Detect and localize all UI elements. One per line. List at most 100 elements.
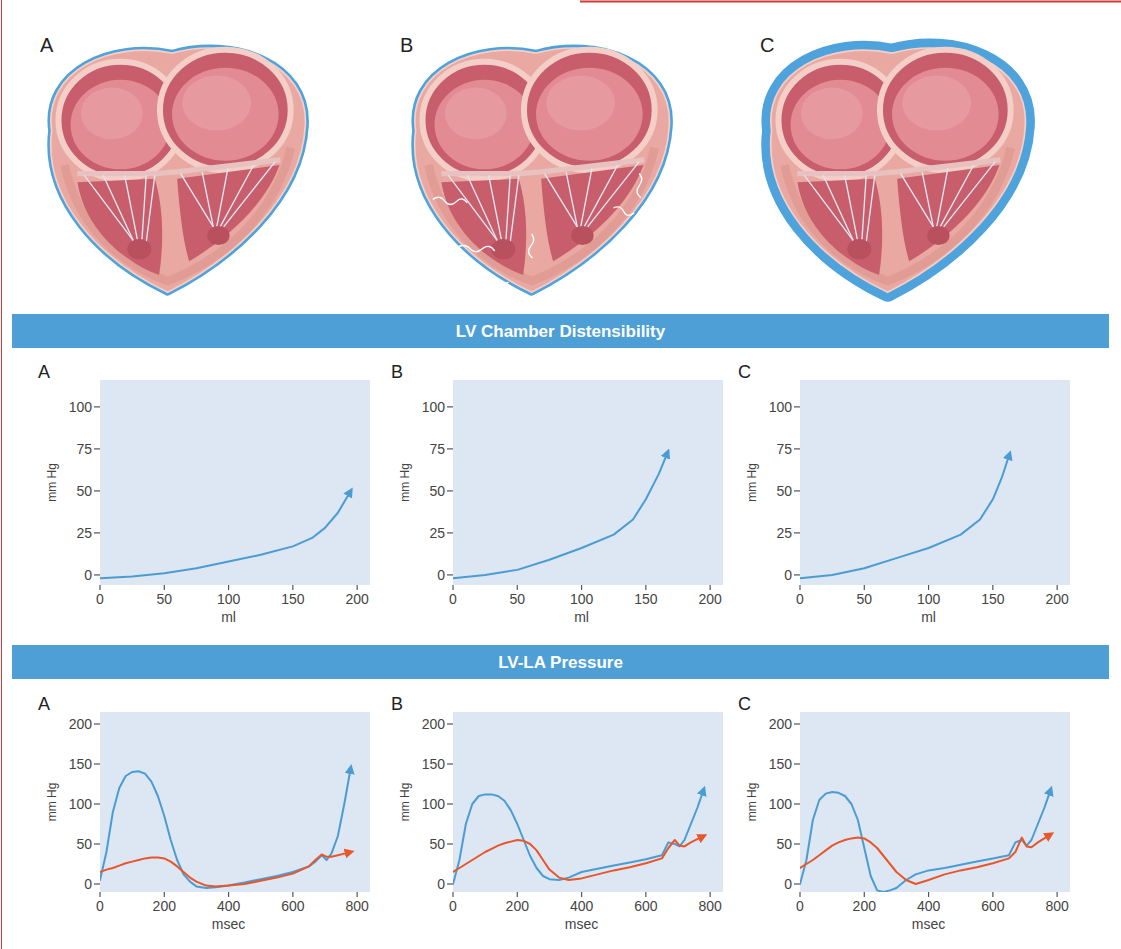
data-line	[453, 790, 704, 884]
x-tick-label: 800	[698, 898, 722, 914]
atrium-shine	[81, 88, 143, 140]
y-tick-label: 50	[776, 483, 792, 499]
x-tick	[357, 892, 358, 897]
x-tick-label: 200	[853, 898, 877, 914]
data-line	[100, 852, 351, 886]
plot-area	[100, 380, 370, 585]
x-tick-label: 800	[1045, 898, 1069, 914]
x-tick	[581, 892, 582, 897]
y-tick	[794, 843, 800, 844]
x-tick	[164, 892, 165, 897]
y-tick-label: 25	[776, 525, 792, 541]
illustration-label: B	[400, 34, 413, 56]
left-ventricle-cavity	[77, 179, 162, 275]
y-tick-label: 0	[437, 567, 445, 583]
y-tick	[447, 723, 453, 724]
x-tick-label: 600	[634, 898, 658, 914]
y-tick-label: 100	[422, 399, 446, 415]
y-tick	[94, 803, 100, 804]
y-tick	[794, 406, 800, 407]
myocardium	[415, 48, 670, 292]
x-tick	[864, 892, 865, 897]
y-tick	[794, 723, 800, 724]
right-ventricle-cavity	[897, 165, 999, 261]
fibrosis	[433, 197, 467, 204]
chorda	[823, 175, 853, 240]
x-tick	[517, 585, 518, 590]
section-header-bar	[12, 314, 1109, 348]
chorda	[146, 175, 155, 242]
x-tick-label: 0	[449, 898, 457, 914]
y-tick-label: 0	[437, 876, 445, 892]
y-tick	[94, 883, 100, 884]
y-tick-label: 0	[84, 876, 92, 892]
section-header: LV-LA Pressure	[498, 653, 623, 672]
chart-title: C	[738, 362, 751, 382]
atrium-shine	[902, 76, 971, 131]
y-tick-label: 75	[76, 441, 92, 457]
y-tick	[447, 490, 453, 491]
x-tick-label: 0	[96, 898, 104, 914]
y-tick	[94, 406, 100, 407]
chart-title: B	[391, 362, 403, 382]
right-ventricle-cavity	[541, 165, 643, 261]
atrium-inner	[536, 68, 643, 161]
chart: B0255075100050100150200mlmm Hg	[391, 362, 723, 625]
x-axis-title: ml	[574, 609, 589, 625]
y-tick-label: 150	[769, 756, 793, 772]
x-tick-label: 0	[96, 591, 104, 607]
atrium	[524, 50, 655, 170]
right-ventricle-cavity	[177, 165, 279, 261]
x-tick	[710, 585, 711, 590]
x-axis-title: msec	[912, 916, 945, 932]
illustration-label: C	[760, 34, 774, 56]
papillary-muscle	[927, 226, 949, 245]
x-tick-label: 200	[153, 898, 177, 914]
data-line	[800, 454, 1010, 578]
y-tick	[94, 490, 100, 491]
x-tick	[99, 892, 100, 897]
x-tick-label: 200	[345, 591, 369, 607]
y-tick	[94, 574, 100, 575]
y-tick	[447, 574, 453, 575]
y-tick-label: 75	[776, 441, 792, 457]
chorda	[581, 168, 592, 226]
chart: C0501001502000200400600800msecmm Hg	[738, 694, 1070, 932]
figure: ABCLV Chamber DistensibilityLV-LA Pressu…	[0, 0, 1121, 949]
x-tick	[357, 585, 358, 590]
chorda	[944, 162, 996, 227]
y-tick-label: 25	[76, 525, 92, 541]
y-tick-label: 50	[76, 483, 92, 499]
x-tick-label: 0	[796, 591, 804, 607]
x-tick	[581, 585, 582, 590]
x-tick	[1057, 585, 1058, 590]
data-line	[453, 452, 668, 578]
frame-line	[1, 0, 2, 949]
fibrosis	[529, 234, 534, 258]
x-tick-label: 400	[217, 898, 241, 914]
chorda	[217, 168, 228, 226]
chorda	[866, 175, 875, 242]
y-tick-label: 100	[422, 796, 446, 812]
y-tick	[447, 448, 453, 449]
data-line	[100, 491, 351, 578]
section-header: LV Chamber Distensibility	[456, 322, 666, 341]
x-tick	[99, 585, 100, 590]
x-tick-label: 400	[570, 898, 594, 914]
y-tick-label: 25	[429, 525, 445, 541]
data-line	[100, 768, 351, 888]
data-group	[453, 452, 668, 578]
chorda	[224, 162, 276, 227]
y-axis-title: mm Hg	[745, 783, 759, 822]
papillary-muscle	[491, 239, 515, 260]
chart-title: C	[738, 694, 751, 714]
y-tick-label: 50	[76, 836, 92, 852]
atrium-shine	[445, 88, 507, 140]
y-tick	[447, 532, 453, 533]
data-group	[800, 790, 1051, 892]
x-tick-label: 600	[981, 898, 1005, 914]
x-tick	[992, 892, 993, 897]
plot-area	[100, 712, 370, 892]
y-tick-label: 150	[422, 756, 446, 772]
x-tick-label: 400	[917, 898, 941, 914]
